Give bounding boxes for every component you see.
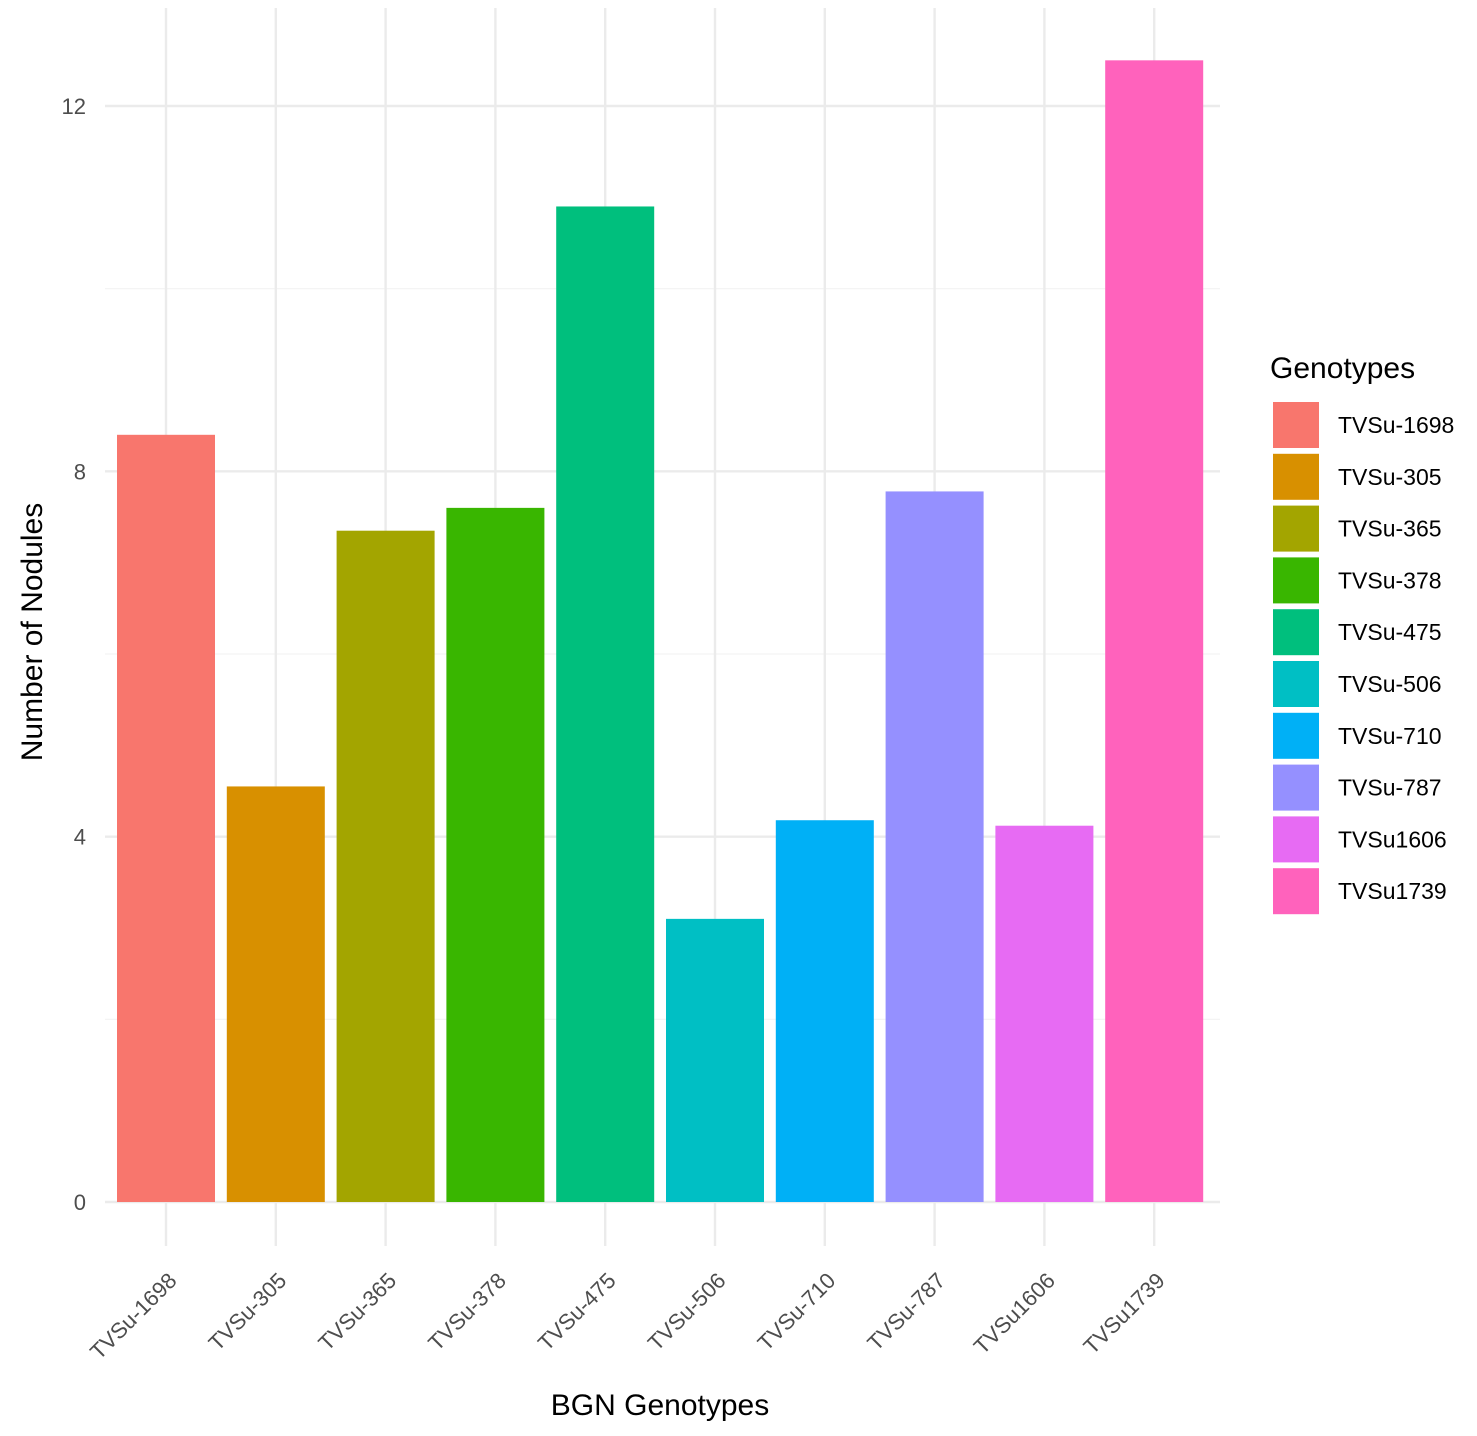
bar-tvsu1606 [995,825,1094,1202]
y-axis-title: Number of Nodules [16,503,49,761]
x-tick-label: TVSu-1698 [85,1268,181,1364]
x-tick-label: TVSu-365 [313,1268,401,1356]
legend-label: TVSu-1698 [1338,412,1454,438]
bar-tvsu-378 [446,507,545,1202]
legend-label: TVSu-305 [1338,464,1442,490]
bar-tvsu-710 [775,820,874,1202]
x-tick-label: TVSu-787 [862,1268,950,1356]
legend-key [1273,505,1319,552]
legend-label: TVSu-787 [1338,775,1442,801]
x-tick-label: TVSu1739 [1079,1268,1170,1359]
bar-tvsu1739 [1105,60,1204,1202]
legend-key [1273,868,1319,915]
legend-label: TVSu-365 [1338,516,1442,542]
y-axis-ticks: 0 4 8 12 [62,94,86,1215]
bar-tvsu-305 [226,786,325,1202]
x-tick-label: TVSu-378 [423,1268,511,1356]
legend: Genotypes TVSu-1698 TVSu-305 TVSu-365 TVSu-… [1270,352,1454,915]
x-tick-label: TVSu1606 [969,1268,1060,1359]
bars [117,60,1204,1203]
legend-label: TVSu-710 [1338,723,1442,749]
x-tick-label: TVSu-506 [643,1268,731,1356]
x-tick-label: TVSu-475 [533,1268,621,1356]
legend-key [1273,764,1319,811]
x-tick-label: TVSu-710 [753,1268,841,1356]
y-tick-label: 0 [74,1190,86,1215]
legend-key [1273,453,1319,500]
y-tick-label: 4 [74,825,86,850]
bar-tvsu-365 [336,530,435,1202]
legend-key [1273,557,1319,604]
legend-label: TVSu1606 [1338,826,1447,852]
bar-tvsu-475 [556,206,655,1202]
y-tick-label: 12 [62,94,86,119]
x-axis-title: BGN Genotypes [551,1389,769,1422]
legend-label: TVSu-475 [1338,619,1442,645]
y-tick-label: 8 [74,459,86,484]
bar-tvsu-787 [885,491,984,1203]
x-tick-label: TVSu-305 [204,1268,292,1356]
legend-label: TVSu-506 [1338,671,1442,697]
legend-key [1273,402,1319,448]
legend-key [1273,661,1319,707]
bar-tvsu-1698 [117,434,215,1202]
legend-key [1273,816,1319,863]
legend-key [1273,712,1319,759]
x-axis-ticks: TVSu-1698 TVSu-305 TVSu-365 TVSu-378 TVSu-47… [85,1268,1170,1364]
legend-label: TVSu-378 [1338,567,1442,593]
legend-label: TVSu1739 [1338,878,1447,904]
bar-tvsu-506 [666,918,764,1202]
legend-title: Genotypes [1270,352,1415,385]
legend-key [1273,609,1319,656]
